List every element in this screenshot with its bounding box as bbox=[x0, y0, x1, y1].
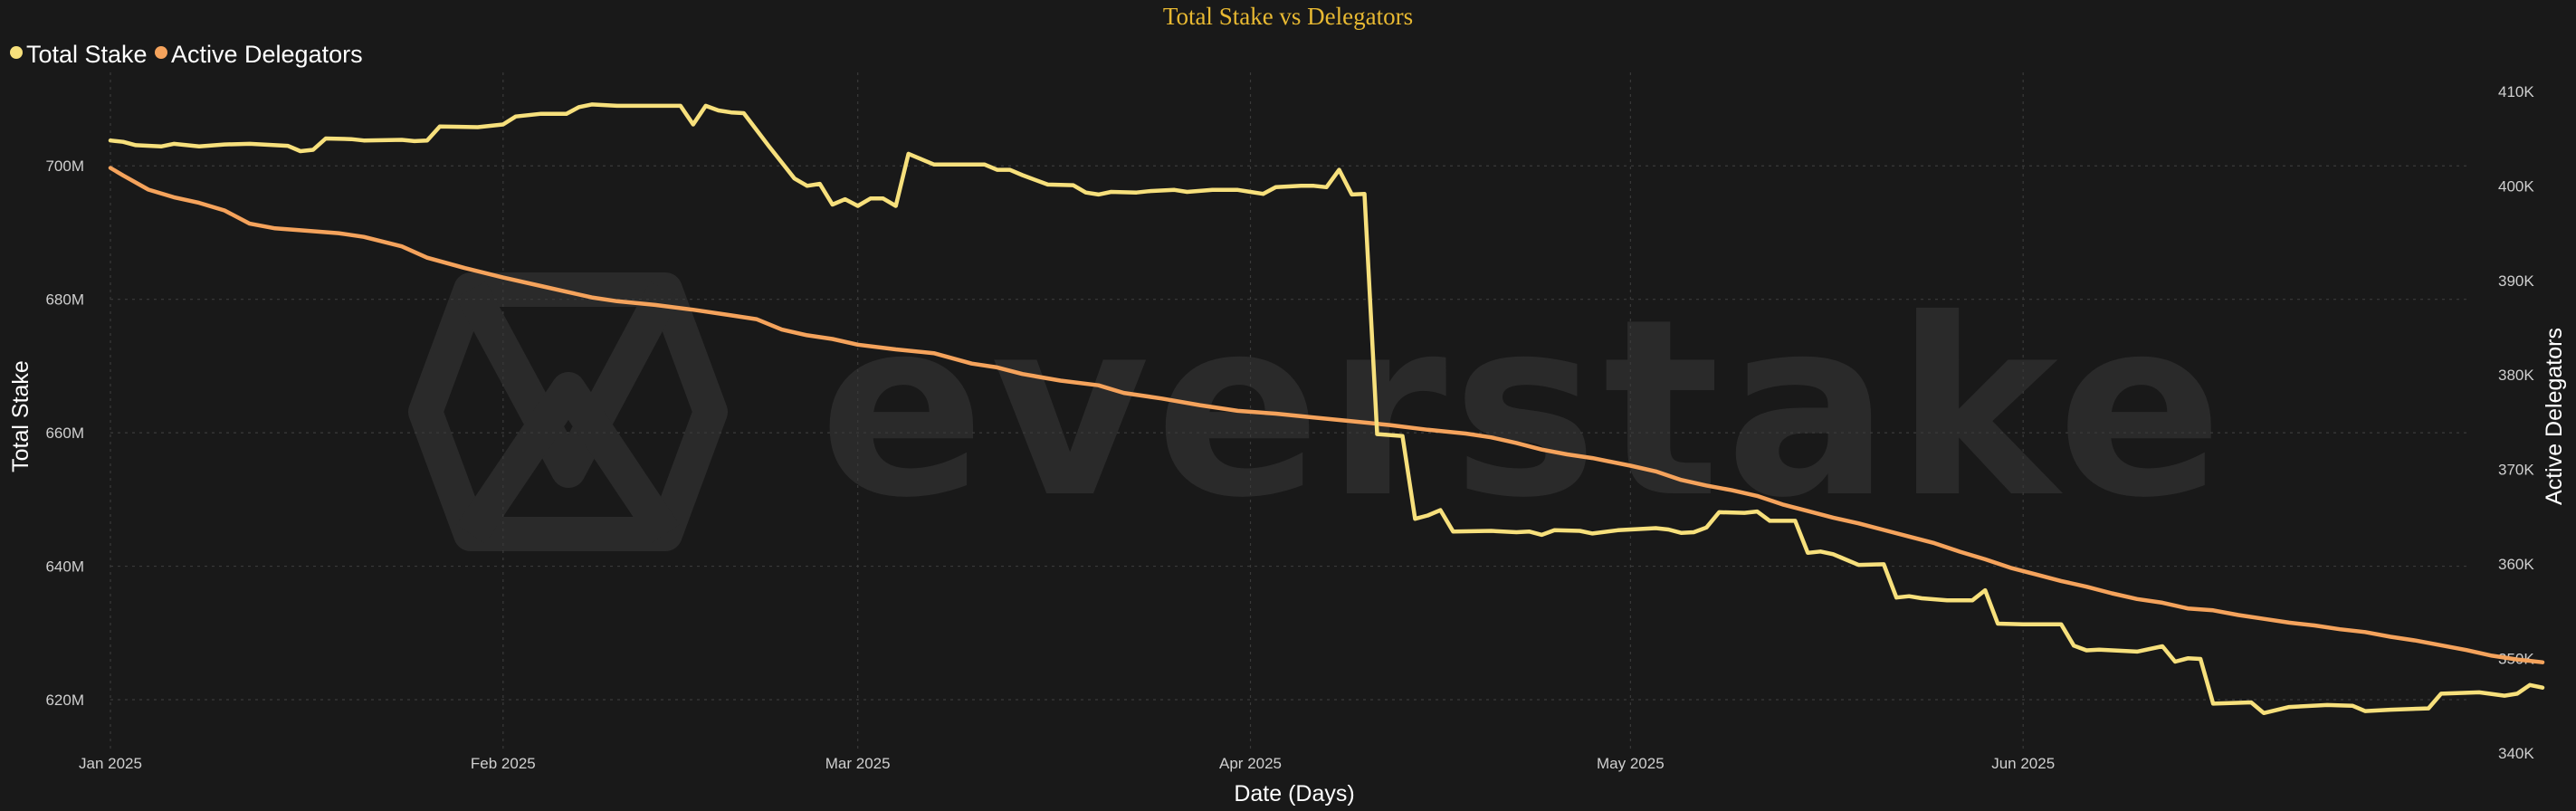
y-axis-left: 620M 640M 660M 680M 700M bbox=[45, 157, 84, 709]
x-tick-label: Jun 2025 bbox=[1991, 755, 2055, 772]
y-tick-label: 640M bbox=[45, 558, 84, 576]
series-layer bbox=[108, 102, 2545, 716]
y-tick-label: 680M bbox=[45, 291, 84, 309]
y-tick-label: 700M bbox=[45, 157, 84, 175]
legend[interactable]: Total Stake Active Delegators bbox=[10, 41, 363, 68]
x-axis-title: Date (Days) bbox=[1234, 781, 1354, 806]
legend-label-active-delegators[interactable]: Active Delegators bbox=[171, 41, 363, 68]
legend-swatch-total-stake bbox=[10, 46, 23, 59]
legend-label-total-stake[interactable]: Total Stake bbox=[26, 41, 148, 68]
y-tick-label: 660M bbox=[45, 425, 84, 442]
x-tick-label: Apr 2025 bbox=[1219, 755, 1282, 772]
watermark-text: everstake bbox=[819, 266, 2228, 551]
series-line-total-stake[interactable] bbox=[108, 102, 2545, 716]
y2-tick-label: 400K bbox=[2498, 177, 2534, 195]
everstake-logo-icon bbox=[408, 272, 728, 551]
grid-lines bbox=[110, 72, 2466, 753]
y2-tick-label: 370K bbox=[2498, 462, 2534, 479]
y-axis-left-title: Total Stake bbox=[8, 360, 33, 472]
x-axis: Jan 2025 Feb 2025 Mar 2025 Apr 2025 May 2025… bbox=[79, 755, 2055, 772]
legend-swatch-active-delegators bbox=[155, 46, 167, 59]
y2-tick-label: 380K bbox=[2498, 367, 2534, 384]
y2-tick-label: 410K bbox=[2498, 83, 2534, 100]
series-line-active-delegators[interactable] bbox=[108, 166, 2545, 664]
x-tick-label: Jan 2025 bbox=[79, 755, 142, 772]
x-tick-label: May 2025 bbox=[1597, 755, 1665, 772]
y-axis-right-title: Active Delegators bbox=[2542, 328, 2567, 505]
chart-title: Total Stake vs Delegators bbox=[1163, 3, 1413, 30]
x-tick-label: Mar 2025 bbox=[825, 755, 891, 772]
x-tick-label: Feb 2025 bbox=[471, 755, 536, 772]
y-tick-label: 620M bbox=[45, 692, 84, 709]
y2-tick-label: 360K bbox=[2498, 556, 2534, 573]
watermark: everstake bbox=[408, 266, 2228, 551]
y2-tick-label: 340K bbox=[2498, 745, 2534, 762]
y2-tick-label: 390K bbox=[2498, 272, 2534, 290]
